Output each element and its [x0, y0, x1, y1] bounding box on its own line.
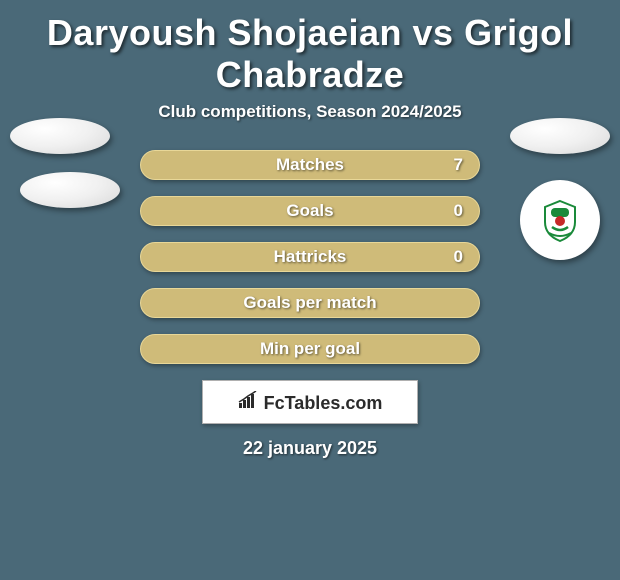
left-player-badge-2	[20, 172, 120, 208]
bar-chart-icon	[238, 391, 260, 409]
stat-label: Goals per match	[141, 293, 479, 313]
stat-value-right: 0	[454, 201, 463, 221]
subtitle: Club competitions, Season 2024/2025	[0, 102, 620, 122]
stats-list: Matches 7 Goals 0 Hattricks 0 Goals per …	[140, 150, 480, 364]
brand-text: FcTables.com	[264, 393, 383, 414]
left-player-badge-1	[10, 118, 110, 154]
stat-label: Min per goal	[141, 339, 479, 359]
stat-row: Min per goal	[140, 334, 480, 364]
stat-row: Goals 0	[140, 196, 480, 226]
stat-row: Matches 7	[140, 150, 480, 180]
date-text: 22 january 2025	[0, 438, 620, 459]
right-player-badge-1	[510, 118, 610, 154]
stat-label: Matches	[141, 155, 479, 175]
brand-box: FcTables.com	[202, 380, 418, 424]
stat-label: Hattricks	[141, 247, 479, 267]
stat-value-right: 0	[454, 247, 463, 267]
stat-row: Hattricks 0	[140, 242, 480, 272]
club-emblem-icon	[537, 197, 583, 243]
stat-row: Goals per match	[140, 288, 480, 318]
right-club-logo	[520, 180, 600, 260]
stat-label: Goals	[141, 201, 479, 221]
page-title: Daryoush Shojaeian vs Grigol Chabradze	[0, 0, 620, 102]
stat-value-right: 7	[454, 155, 463, 175]
